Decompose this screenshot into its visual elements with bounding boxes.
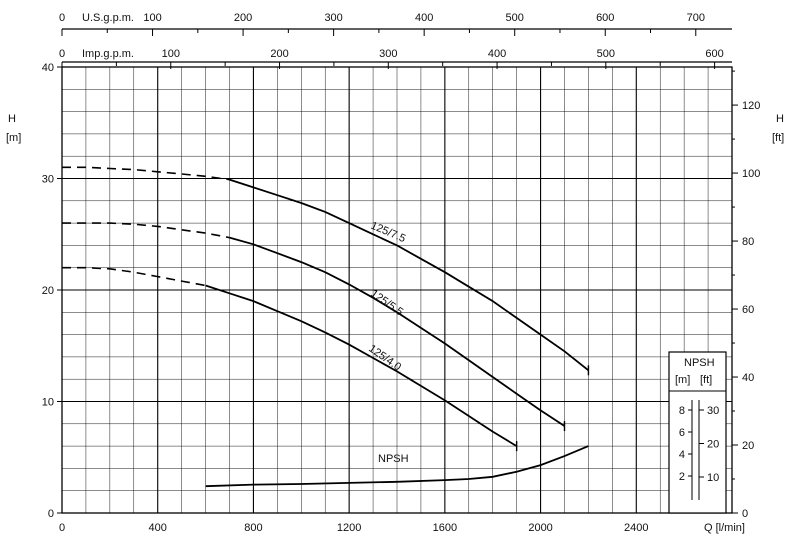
- top-tick-label: 100: [162, 48, 180, 60]
- right-tick-label: 40: [742, 372, 754, 384]
- top-tick-label: 300: [379, 48, 397, 60]
- npsh-m-tick-label: 6: [679, 427, 685, 439]
- left-tick-label: 40: [42, 62, 54, 74]
- npsh-inset-unit-ft: [ft]: [700, 374, 712, 386]
- right-axis-unit: [ft]: [772, 132, 784, 144]
- x-tick-label: 0: [59, 522, 65, 534]
- curve-125-7-5: [229, 178, 589, 372]
- left-axis-title: H: [8, 113, 16, 125]
- impgpm-axis-label: Imp.g.p.m.: [82, 48, 134, 60]
- npsh-ft-tick-label: 20: [707, 439, 719, 451]
- curve-125-4-0-dashed: [62, 266, 206, 287]
- x-tick-label: 800: [244, 522, 262, 534]
- top-axes: U.S.g.p.m. Imp.g.p.m. 0 100 200 300 400 500 60…: [59, 12, 732, 69]
- npsh-inset-title: NPSH: [684, 357, 715, 369]
- major-grid: [62, 67, 732, 513]
- right-tick-label: 120: [742, 100, 760, 112]
- npsh-m-tick-label: 8: [679, 405, 685, 417]
- right-axis: H [ft] 0 20 40 60 80 100 120: [732, 70, 784, 520]
- right-tick-label: 20: [742, 440, 754, 452]
- npsh-m-tick-label: 2: [679, 471, 685, 483]
- left-axis-unit: [m]: [6, 132, 21, 144]
- top-tick-label: 600: [705, 48, 723, 60]
- top-tick-label: 500: [597, 48, 615, 60]
- npsh-inset-scale: NPSH [m] [ft] 8 6 4 2 30 20 10: [668, 351, 727, 514]
- right-tick-label: 80: [742, 236, 754, 248]
- left-tick-label: 30: [42, 174, 54, 186]
- curve-125-5-5: [229, 236, 565, 427]
- npsh-m-tick-label: 4: [679, 449, 685, 461]
- left-tick-label: 0: [48, 508, 54, 520]
- usgpm-axis-label: U.S.g.p.m.: [82, 12, 134, 24]
- x-axis-label: Q [l/min]: [704, 522, 745, 534]
- left-axis: H [m] 0 10 20 30 40: [6, 62, 62, 520]
- top-tick-label: 0: [59, 12, 65, 24]
- top-tick-label: 700: [687, 12, 705, 24]
- curve-npsh: [205, 445, 589, 488]
- curve-labels: 125/7.5 125/5.5 125/4.0 NPSH: [366, 220, 408, 465]
- curve-label-npsh: NPSH: [378, 453, 409, 465]
- curve-125-5-5-dashed: [62, 222, 230, 239]
- curves: [62, 166, 590, 488]
- right-tick-label: 100: [742, 168, 760, 180]
- top-tick-label: 300: [324, 12, 342, 24]
- x-tick-label: 1600: [433, 522, 457, 534]
- npsh-inset-box: [668, 351, 727, 514]
- top-tick-label: 400: [488, 48, 506, 60]
- curve-125-4-0: [205, 284, 518, 447]
- right-tick-label: 0: [742, 508, 748, 520]
- left-tick-label: 10: [42, 397, 54, 409]
- top-tick-label: 400: [415, 12, 433, 24]
- left-tick-label: 20: [42, 285, 54, 297]
- npsh-ft-tick-label: 30: [707, 405, 719, 417]
- top-tick-label: 200: [270, 48, 288, 60]
- top-tick-label: 100: [143, 12, 161, 24]
- curve-label-125-5-5: 125/5.5: [368, 288, 405, 319]
- npsh-ft-tick-label: 10: [707, 472, 719, 484]
- right-axis-title: H: [776, 113, 784, 125]
- bottom-axis: Q [l/min] 0 400 800 1200 1600 2000 2400: [59, 522, 745, 534]
- top-tick-label: 500: [506, 12, 524, 24]
- npsh-inset-unit-m: [m]: [675, 374, 690, 386]
- right-tick-label: 60: [742, 304, 754, 316]
- x-tick-label: 400: [149, 522, 167, 534]
- top-tick-label: 0: [59, 48, 65, 60]
- x-tick-label: 2400: [624, 522, 648, 534]
- top-tick-label: 600: [596, 12, 614, 24]
- curve-125-7-5-dashed: [62, 166, 230, 181]
- x-tick-label: 2000: [528, 522, 552, 534]
- top-tick-label: 200: [234, 12, 252, 24]
- x-tick-label: 1200: [337, 522, 361, 534]
